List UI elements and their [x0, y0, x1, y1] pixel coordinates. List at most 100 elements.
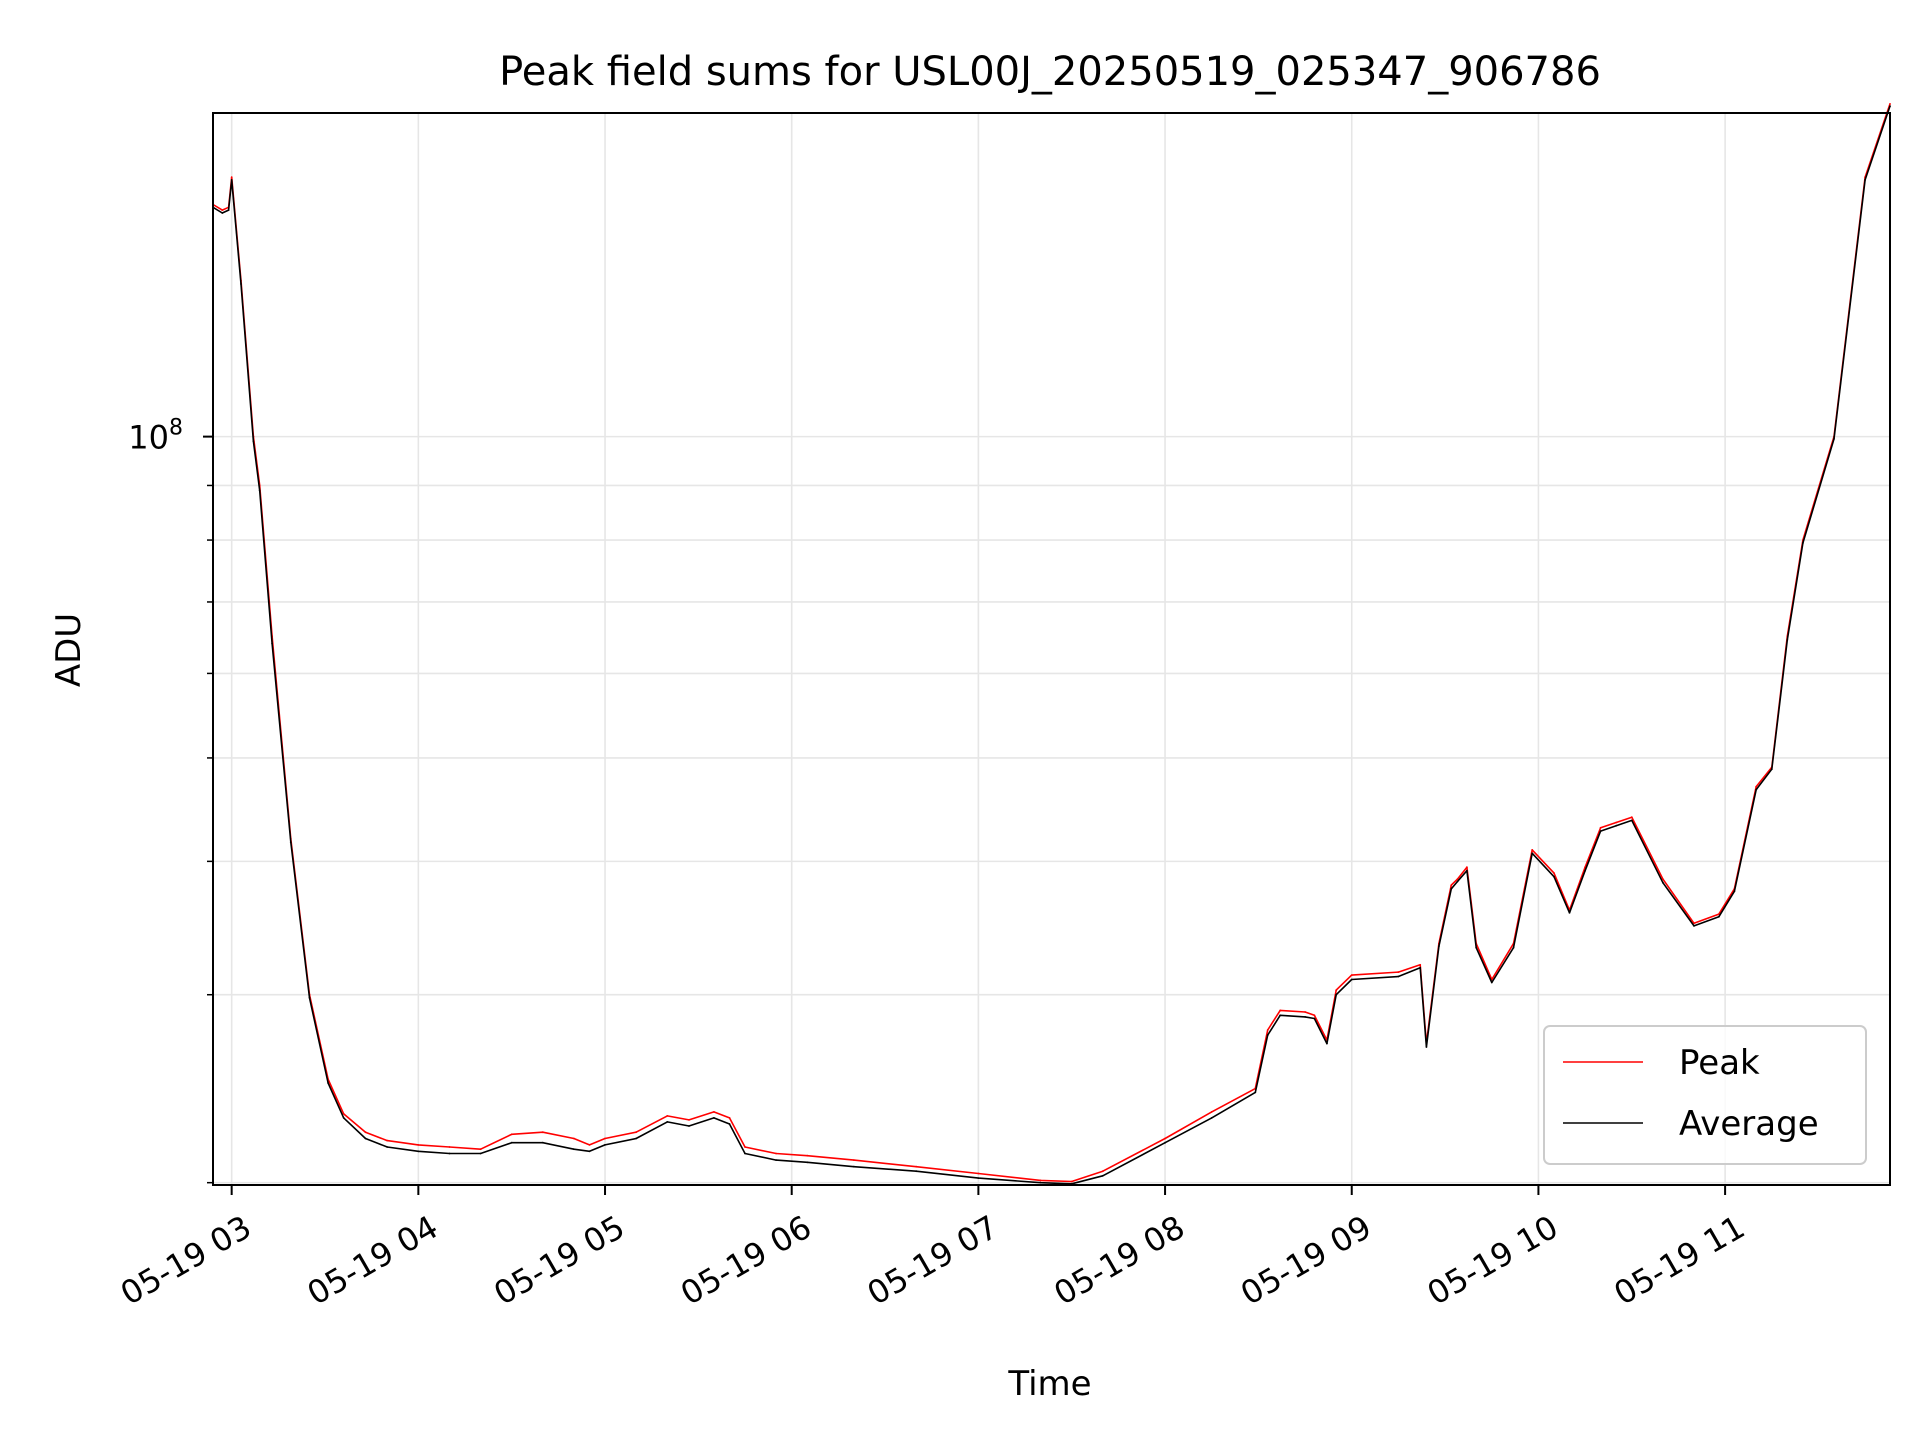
data-point-peak: [1164, 1137, 1166, 1140]
data-point-average: [230, 179, 233, 181]
data-point-peak: [342, 1113, 345, 1115]
data-point-average: [252, 440, 255, 443]
plot-frame: [212, 112, 1891, 1186]
data-point-average: [604, 1144, 606, 1146]
data-point-average: [227, 209, 230, 212]
data-point-average: [308, 996, 311, 999]
data-point-average: [258, 489, 261, 492]
data-point-peak: [417, 1144, 420, 1146]
data-point-peak: [1101, 1170, 1104, 1173]
data-point-average: [1802, 542, 1804, 544]
data-point-peak: [1039, 1179, 1042, 1182]
x-axis-label: Time: [1007, 1364, 1091, 1404]
data-point-average: [1456, 880, 1459, 883]
data-point-average: [1512, 946, 1515, 949]
data-point-average: [853, 1165, 855, 1168]
data-point-average: [1615, 824, 1618, 827]
data-point-peak: [604, 1137, 606, 1140]
data-point-peak: [1693, 922, 1695, 925]
data-point-peak: [1450, 884, 1453, 886]
series-group: [212, 103, 1891, 1185]
y-tick-label-base: 10: [128, 419, 169, 457]
data-point-average: [1419, 966, 1422, 969]
data-point-peak: [364, 1131, 367, 1134]
data-point-average: [342, 1117, 345, 1119]
y-axis-label: ADU: [49, 613, 89, 687]
data-point-average: [1755, 788, 1758, 791]
data-point-average: [1466, 869, 1468, 872]
data-point-peak: [1615, 821, 1618, 824]
data-point-average: [1662, 881, 1664, 884]
data-point-average: [1889, 105, 1891, 107]
data-point-average: [1164, 1141, 1166, 1144]
data-point-average: [1425, 1046, 1428, 1048]
data-point-average: [977, 1177, 980, 1179]
data-point-peak: [728, 1117, 731, 1119]
data-point-average: [1599, 830, 1602, 832]
data-point-average: [1450, 887, 1453, 890]
data-point-average: [1313, 1017, 1316, 1020]
data-point-peak: [1599, 826, 1602, 829]
data-point-average: [573, 1148, 575, 1151]
data-point-average: [1254, 1091, 1257, 1094]
data-point-average: [541, 1141, 544, 1144]
chart-title: Peak field sums for USL00J_20250519_0253…: [499, 49, 1601, 95]
data-point-peak: [221, 209, 224, 212]
data-point-peak: [1304, 1011, 1306, 1013]
data-point-average: [1397, 975, 1400, 978]
data-point-peak: [1553, 872, 1555, 874]
data-point-peak: [1419, 963, 1422, 966]
data-point-average: [775, 1159, 777, 1161]
data-point-average: [1304, 1016, 1306, 1018]
data-point-peak: [806, 1154, 809, 1157]
data-point-peak: [1279, 1009, 1282, 1012]
data-point-average: [713, 1117, 715, 1119]
data-point-average: [915, 1170, 918, 1173]
data-point-average: [728, 1123, 731, 1125]
series-line-peak: [212, 103, 1891, 1183]
data-point-peak: [1210, 1111, 1213, 1113]
data-point-peak: [1313, 1014, 1316, 1017]
data-point-average: [1833, 438, 1835, 440]
data-point-average: [240, 283, 242, 285]
data-point-average: [221, 212, 224, 214]
data-point-average: [448, 1152, 451, 1155]
legend-box: [1543, 1025, 1867, 1165]
data-point-average: [1718, 915, 1720, 918]
data-point-peak: [510, 1133, 513, 1136]
data-point-peak: [386, 1139, 389, 1142]
data-point-peak: [853, 1159, 855, 1161]
series-line-average: [212, 105, 1891, 1185]
data-point-average: [1733, 890, 1736, 893]
data-point-average: [386, 1146, 389, 1148]
legend-label-peak: Peak: [1679, 1043, 1760, 1083]
data-point-average: [1438, 945, 1440, 948]
data-point-peak: [1350, 974, 1353, 976]
data-point-peak: [1630, 816, 1633, 819]
data-point-peak: [230, 176, 233, 179]
data-point-peak: [915, 1165, 918, 1168]
data-point-average: [1786, 639, 1789, 641]
data-point-average: [1475, 946, 1478, 949]
data-point-average: [1335, 993, 1338, 996]
data-point-peak: [1755, 785, 1758, 788]
legend: Peak Average: [1543, 1025, 1867, 1165]
data-point-average: [271, 642, 273, 645]
data-point-average: [1266, 1034, 1269, 1036]
data-point-average: [327, 1082, 329, 1084]
data-point-average: [1531, 852, 1534, 855]
data-point-peak: [541, 1131, 544, 1134]
data-point-peak: [1335, 989, 1338, 991]
data-point-peak: [588, 1144, 591, 1146]
data-point-peak: [1531, 849, 1534, 851]
data-point-average: [1770, 768, 1773, 771]
legend-label-average: Average: [1679, 1104, 1819, 1144]
data-point-average: [1326, 1042, 1328, 1045]
data-point-average: [364, 1137, 367, 1140]
data-point-average: [688, 1125, 690, 1127]
data-point-average: [666, 1121, 669, 1123]
data-point-average: [1630, 819, 1633, 822]
data-point-average: [1864, 179, 1866, 181]
